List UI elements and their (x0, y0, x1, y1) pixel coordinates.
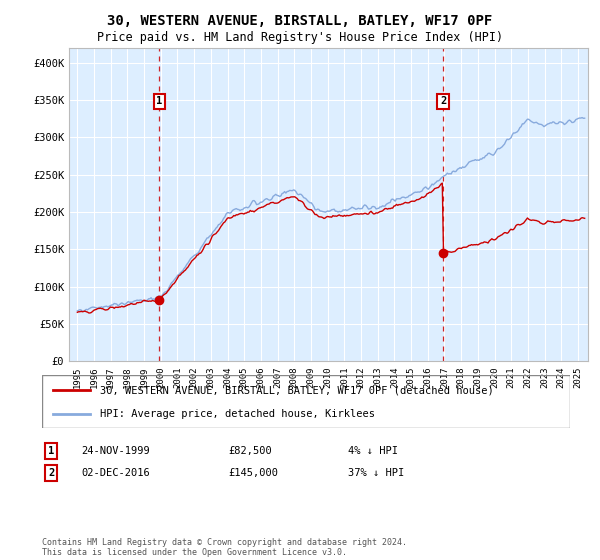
Text: 30, WESTERN AVENUE, BIRSTALL, BATLEY, WF17 0PF (detached house): 30, WESTERN AVENUE, BIRSTALL, BATLEY, WF… (100, 385, 494, 395)
Text: 4% ↓ HPI: 4% ↓ HPI (348, 446, 398, 456)
Text: 37% ↓ HPI: 37% ↓ HPI (348, 468, 404, 478)
Text: 30, WESTERN AVENUE, BIRSTALL, BATLEY, WF17 0PF: 30, WESTERN AVENUE, BIRSTALL, BATLEY, WF… (107, 14, 493, 28)
Text: 1: 1 (157, 96, 163, 106)
Text: 1: 1 (48, 446, 54, 456)
Text: £82,500: £82,500 (228, 446, 272, 456)
Text: 2: 2 (48, 468, 54, 478)
Text: Contains HM Land Registry data © Crown copyright and database right 2024.
This d: Contains HM Land Registry data © Crown c… (42, 538, 407, 557)
Text: £145,000: £145,000 (228, 468, 278, 478)
Text: 24-NOV-1999: 24-NOV-1999 (81, 446, 150, 456)
Text: 2: 2 (440, 96, 446, 106)
Text: HPI: Average price, detached house, Kirklees: HPI: Average price, detached house, Kirk… (100, 408, 375, 418)
Text: 02-DEC-2016: 02-DEC-2016 (81, 468, 150, 478)
Text: Price paid vs. HM Land Registry's House Price Index (HPI): Price paid vs. HM Land Registry's House … (97, 31, 503, 44)
